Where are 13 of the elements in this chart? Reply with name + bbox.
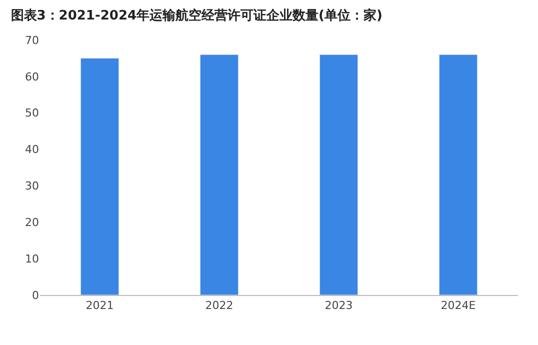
y-tick-label: 50: [25, 106, 39, 120]
x-tick-label: 2021: [86, 299, 114, 312]
y-tick-label: 70: [25, 34, 39, 47]
y-tick-label: 30: [25, 180, 39, 193]
x-tick-label: 2024E: [440, 299, 476, 312]
y-tick-label: 10: [25, 252, 39, 266]
chart-title: 图表3：2021-2024年运输航空经营许可证企业数量(单位：家): [10, 7, 382, 24]
y-tick-label: 20: [25, 216, 39, 229]
x-tick-label: 2022: [205, 299, 234, 312]
y-tick-label: 40: [25, 143, 39, 156]
y-tick-label: 0: [32, 288, 39, 302]
x-tick-label: 2023: [324, 299, 353, 312]
y-tick-label: 60: [25, 70, 39, 84]
